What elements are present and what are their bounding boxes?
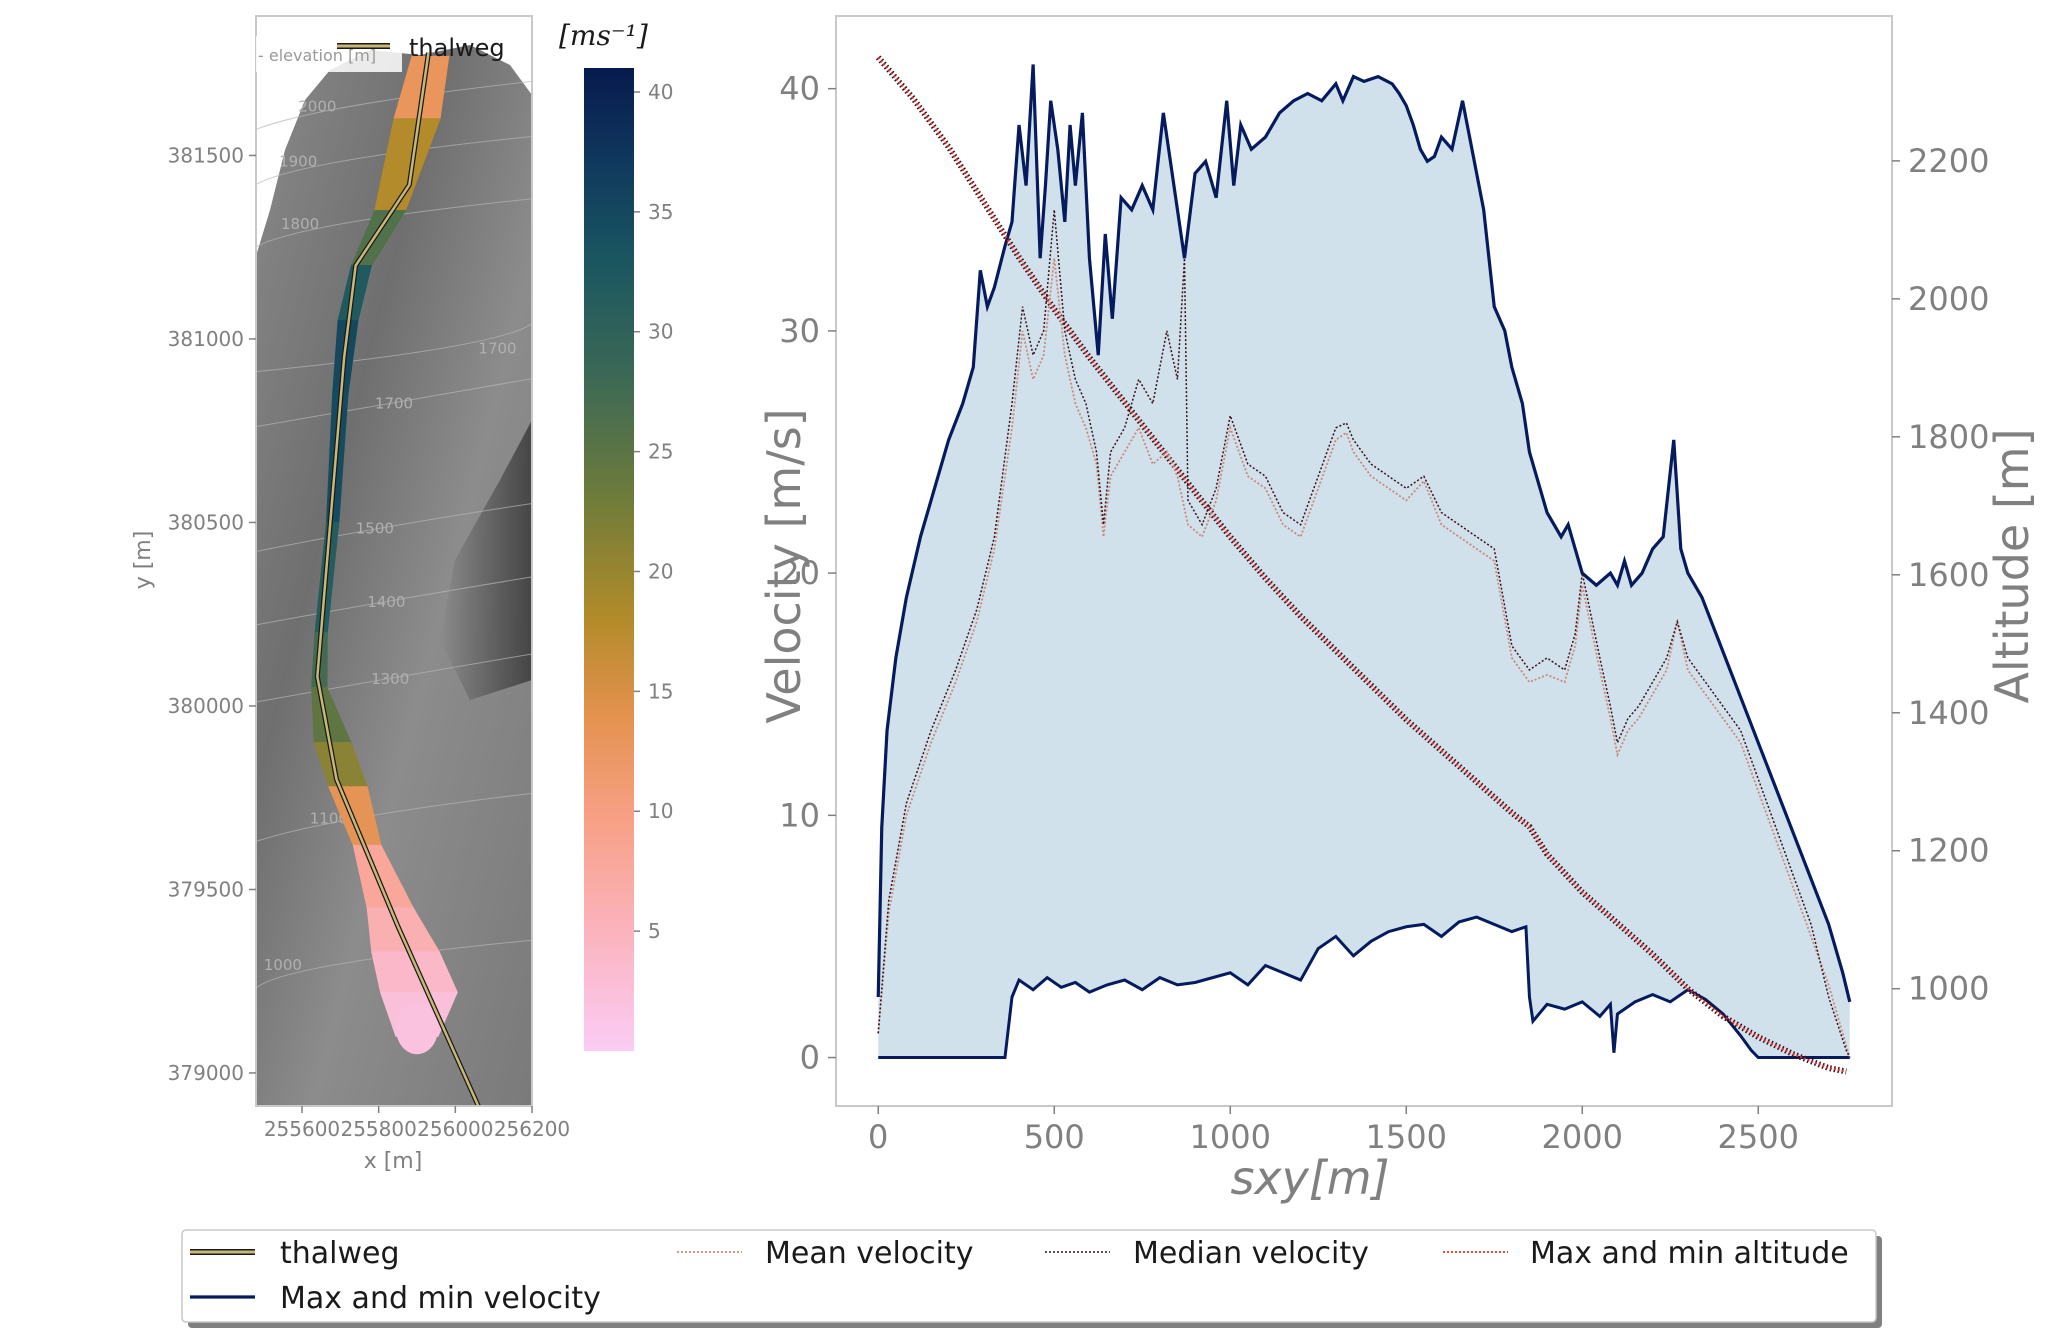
contour-label: 1000 (264, 956, 302, 974)
legend-label-max-min-altitude: Max and min altitude (1530, 1236, 1849, 1271)
contour-label: 1500 (356, 519, 394, 537)
max-velocity-line (876, 64, 1852, 1003)
profile-y2-tick-label: 1200 (1908, 832, 1989, 870)
profile-y-tick-label: 20 (779, 554, 820, 592)
colorbar-tick-label: 25 (648, 440, 673, 464)
profile-y2-ticks: 1000 1200 1400 1600 1800 2000 2200 (1892, 142, 1989, 1008)
contour-label: 1100 (310, 809, 348, 827)
altitude-line (877, 56, 1847, 1073)
colorbar-tick-label: 35 (648, 200, 673, 224)
colorbar-tick-label: 40 (648, 80, 673, 104)
contour-line (256, 323, 532, 373)
profile-y2-tick-label: 2000 (1908, 280, 1989, 318)
profile-x-tick-label: 2000 (1542, 1118, 1623, 1156)
map-y-axis-label: y [m] (131, 531, 156, 590)
map-y-tick-label: 381000 (168, 327, 244, 351)
map-y-tick-label: 379000 (168, 1061, 244, 1085)
contour-label: 2000 (298, 97, 336, 115)
legend-label-thalweg: thalweg (280, 1236, 400, 1271)
contour-line (256, 576, 532, 626)
velocity-range-fill (878, 64, 1850, 1058)
profile-x-tick-label: 500 (1024, 1118, 1085, 1156)
legend-box (181, 1229, 1877, 1323)
profile-y2-tick-label: 1400 (1908, 694, 1989, 732)
contour-label: 1900 (279, 152, 317, 170)
map-x-tick-label: 256200 (494, 1117, 570, 1141)
map-y-tick-label: 380500 (168, 510, 244, 534)
map-x-ticks: 255600 255800 256000 256200 (264, 1106, 570, 1141)
map-x-tick-label: 256000 (417, 1117, 493, 1141)
profile-y2-tick-label: 1000 (1908, 970, 1989, 1008)
contour-line (256, 378, 532, 428)
contour-label: 1300 (371, 670, 409, 688)
legend-label-median-velocity: Median velocity (1133, 1236, 1369, 1271)
profile-y2-tick-label: 2200 (1908, 142, 1989, 180)
contour-label: 1700 (478, 340, 516, 358)
profile-x-tick-label: 2500 (1718, 1118, 1799, 1156)
contour-label: 1800 (281, 215, 319, 233)
map-x-axis-label: x [m] (364, 1149, 423, 1174)
colorbar: 5 10 15 20 25 30 35 40 [ms⁻¹] (559, 19, 673, 1051)
map-y-ticks: 379000 379500 380000 380500 381000 381500 (168, 143, 256, 1085)
profile-y-axis-label: Velocity [m/s] (757, 408, 811, 723)
bottom-legend: thalweg Max and min velocity Mean veloci… (181, 1229, 1882, 1328)
legend-label-mean-velocity: Mean velocity (765, 1236, 974, 1271)
colorbar-tick-label: 15 (648, 679, 673, 703)
profile-y-ticks: 0 10 20 30 40 (779, 70, 836, 1077)
map-y-tick-label: 381500 (168, 143, 244, 167)
profile-y-tick-label: 0 (800, 1039, 820, 1077)
map-y-tick-label: 379500 (168, 877, 244, 901)
contour-line (256, 80, 532, 130)
profile-y2-tick-label: 1800 (1908, 418, 1989, 456)
profile-x-ticks: 0 500 1000 1500 2000 2500 (868, 1106, 1799, 1156)
map-x-tick-label: 255800 (340, 1117, 416, 1141)
contour-line (256, 502, 532, 552)
legend-label-max-min-velocity: Max and min velocity (280, 1281, 601, 1316)
flow-deposit-lobe (395, 1002, 439, 1055)
map-x-tick-label: 255600 (264, 1117, 340, 1141)
mean-velocity-line (877, 258, 1851, 1058)
profile-x-tick-label: 1500 (1366, 1118, 1447, 1156)
contour-line (256, 653, 532, 703)
colorbar-tick-label: 5 (648, 919, 661, 943)
elevation-legend-label: - elevation [m] (258, 46, 376, 65)
min-velocity-line (878, 915, 1850, 1060)
colorbar-tick-label: 30 (648, 320, 673, 344)
map-panel: 2000 1900 1800 1700 1500 1400 1300 1100 1000 1700… (131, 15, 570, 1174)
profile-y-tick-label: 10 (779, 796, 820, 834)
map-y-tick-label: 380000 (168, 694, 244, 718)
profile-y2-axis-label: Altitude [m] (1985, 428, 2039, 703)
contour-labels: 2000 1900 1800 1700 1500 1400 1300 1100 1000 1700 (264, 97, 517, 974)
contour-label: 1700 (375, 395, 413, 413)
profile-x-axis-label: sxy[m] (1230, 1151, 1389, 1205)
profile-y-tick-label: 40 (779, 70, 820, 108)
map-frame (255, 15, 533, 1107)
contour-label: 1400 (367, 593, 405, 611)
hillshade-terrain (256, 45, 532, 1106)
profile-x-tick-label: 1000 (1190, 1118, 1271, 1156)
colorbar-ticks: 5 10 15 20 25 30 35 40 (634, 80, 673, 943)
profile-x-tick-label: 0 (868, 1118, 888, 1156)
colorbar-tick-label: 10 (648, 799, 673, 823)
contour-line (256, 939, 532, 989)
velocity-flow-field (311, 55, 459, 1055)
contour-line (256, 135, 532, 185)
thalweg-line (316, 52, 480, 1106)
profile-y-tick-label: 30 (779, 312, 820, 350)
thalweg-inner-legend-label: thalweg (409, 34, 505, 62)
colorbar-gradient (584, 68, 634, 1051)
profile-y2-tick-label: 1600 (1908, 556, 1989, 594)
profile-frame (835, 15, 1893, 1107)
colorbar-tick-label: 20 (648, 559, 673, 583)
contour-line (256, 198, 532, 248)
dark-ridge-shade (440, 420, 532, 700)
colorbar-label: [ms⁻¹] (559, 19, 648, 52)
map-inner-legend-box (256, 36, 402, 72)
